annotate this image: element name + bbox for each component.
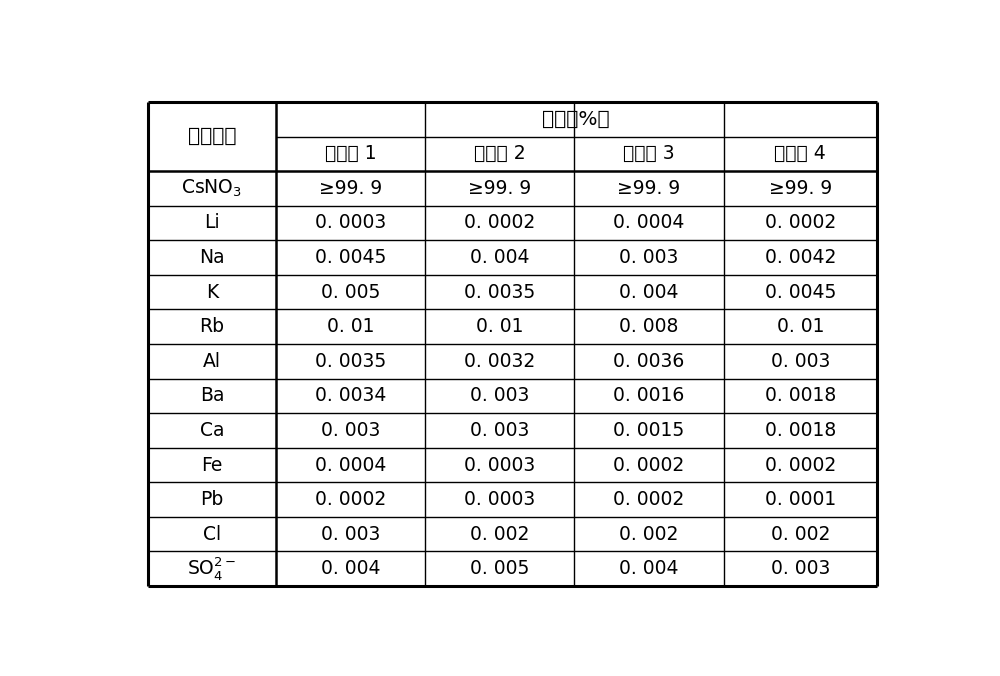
Text: 0. 01: 0. 01 xyxy=(476,317,524,336)
Text: Ba: Ba xyxy=(200,387,224,406)
Text: 0. 004: 0. 004 xyxy=(619,559,679,578)
Text: 0. 003: 0. 003 xyxy=(321,525,380,544)
Text: Rb: Rb xyxy=(199,317,224,336)
Text: 0. 0032: 0. 0032 xyxy=(464,352,535,370)
Text: ≥99. 9: ≥99. 9 xyxy=(769,179,832,198)
Text: 0. 0034: 0. 0034 xyxy=(315,387,386,406)
Text: 0. 0001: 0. 0001 xyxy=(765,490,836,509)
Text: 0. 0018: 0. 0018 xyxy=(765,421,836,440)
Text: 0. 004: 0. 004 xyxy=(470,248,530,267)
Text: 0. 003: 0. 003 xyxy=(470,421,529,440)
Text: 0. 008: 0. 008 xyxy=(619,317,679,336)
Text: 0. 0045: 0. 0045 xyxy=(765,283,836,301)
Text: ≥99. 9: ≥99. 9 xyxy=(617,179,681,198)
Text: 0. 0045: 0. 0045 xyxy=(315,248,386,267)
Text: 0. 0042: 0. 0042 xyxy=(765,248,836,267)
Text: 0. 0002: 0. 0002 xyxy=(765,456,836,475)
Text: 0. 0004: 0. 0004 xyxy=(613,214,685,233)
Text: 0. 0035: 0. 0035 xyxy=(315,352,386,370)
Text: 0. 0003: 0. 0003 xyxy=(464,456,535,475)
Text: 0. 01: 0. 01 xyxy=(777,317,824,336)
Text: Fe: Fe xyxy=(201,456,223,475)
Text: 0. 0016: 0. 0016 xyxy=(613,387,685,406)
Text: 0. 003: 0. 003 xyxy=(771,559,830,578)
Text: 实施例 1: 实施例 1 xyxy=(325,144,376,164)
Text: 0. 0035: 0. 0035 xyxy=(464,283,535,301)
Text: 0. 002: 0. 002 xyxy=(771,525,830,544)
Text: 0. 0015: 0. 0015 xyxy=(613,421,685,440)
Text: 0. 01: 0. 01 xyxy=(327,317,374,336)
Text: 0. 004: 0. 004 xyxy=(321,559,380,578)
Text: 0. 005: 0. 005 xyxy=(470,559,529,578)
Text: 0. 004: 0. 004 xyxy=(619,283,679,301)
Text: 0. 003: 0. 003 xyxy=(321,421,380,440)
Text: SO$_4^{2-}$: SO$_4^{2-}$ xyxy=(187,555,237,582)
Text: 0. 0002: 0. 0002 xyxy=(315,490,386,509)
Text: 0. 003: 0. 003 xyxy=(470,387,529,406)
Text: 含量（%）: 含量（%） xyxy=(542,110,610,128)
Text: 0. 0003: 0. 0003 xyxy=(464,490,535,509)
Text: 0. 0036: 0. 0036 xyxy=(613,352,685,370)
Text: 实施例 4: 实施例 4 xyxy=(774,144,826,164)
Text: CsNO$_3$: CsNO$_3$ xyxy=(181,178,243,199)
Text: K: K xyxy=(206,283,218,301)
Text: Na: Na xyxy=(199,248,225,267)
Text: 0. 003: 0. 003 xyxy=(619,248,679,267)
Text: ≥99. 9: ≥99. 9 xyxy=(468,179,531,198)
Text: 检验项目: 检验项目 xyxy=(188,127,236,146)
Text: ≥99. 9: ≥99. 9 xyxy=(319,179,382,198)
Text: 0. 0002: 0. 0002 xyxy=(613,456,685,475)
Text: 0. 003: 0. 003 xyxy=(771,352,830,370)
Text: Pb: Pb xyxy=(200,490,224,509)
Text: 0. 005: 0. 005 xyxy=(321,283,380,301)
Text: 实施例 2: 实施例 2 xyxy=(474,144,526,164)
Text: 0. 0018: 0. 0018 xyxy=(765,387,836,406)
Text: 0. 002: 0. 002 xyxy=(619,525,679,544)
Text: Al: Al xyxy=(203,352,221,370)
Text: 0. 0002: 0. 0002 xyxy=(765,214,836,233)
Text: Cl: Cl xyxy=(203,525,221,544)
Text: Ca: Ca xyxy=(200,421,224,440)
Text: 0. 002: 0. 002 xyxy=(470,525,529,544)
Text: Li: Li xyxy=(204,214,220,233)
Text: 0. 0003: 0. 0003 xyxy=(315,214,386,233)
Text: 0. 0004: 0. 0004 xyxy=(315,456,386,475)
Text: 0. 0002: 0. 0002 xyxy=(464,214,535,233)
Text: 实施例 3: 实施例 3 xyxy=(623,144,675,164)
Text: 0. 0002: 0. 0002 xyxy=(613,490,685,509)
